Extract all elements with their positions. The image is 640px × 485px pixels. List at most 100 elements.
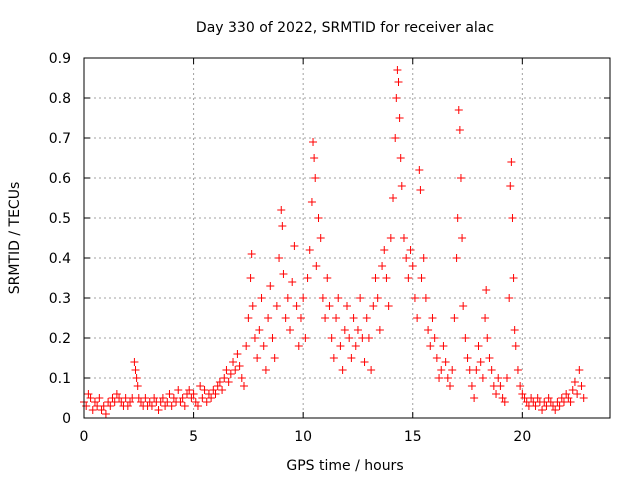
data-point [220, 374, 229, 382]
data-point [502, 374, 511, 382]
y-tick-label: 0.1 [49, 371, 71, 387]
data-point [421, 294, 430, 302]
data-point [575, 366, 584, 374]
data-point [455, 126, 464, 134]
data-point [136, 398, 145, 406]
data-point [141, 394, 150, 402]
data-point [233, 350, 242, 358]
data-point [481, 314, 490, 322]
data-point [564, 394, 573, 402]
grid [84, 58, 610, 418]
data-point [278, 222, 287, 230]
data-point [101, 410, 110, 418]
data-point [226, 370, 235, 378]
data-point [382, 274, 391, 282]
y-tick-label: 0.7 [49, 131, 71, 147]
data-point [301, 334, 310, 342]
data-point [428, 314, 437, 322]
data-point [456, 174, 465, 182]
data-point [307, 198, 316, 206]
data-point [478, 374, 487, 382]
data-point [397, 182, 406, 190]
data-point [250, 334, 259, 342]
data-point [476, 358, 485, 366]
data-point [283, 294, 292, 302]
data-point [533, 394, 542, 402]
data-point [419, 254, 428, 262]
data-point [196, 382, 205, 390]
data-point [351, 342, 360, 350]
data-point [316, 234, 325, 242]
data-point [325, 302, 334, 310]
data-point [130, 358, 139, 366]
data-point [360, 358, 369, 366]
data-point [391, 134, 400, 142]
data-point [207, 394, 216, 402]
data-point [579, 394, 588, 402]
data-point [406, 246, 415, 254]
data-point [174, 386, 183, 394]
data-point [568, 386, 577, 394]
data-point [435, 374, 444, 382]
data-point [97, 406, 106, 414]
data-point [303, 274, 312, 282]
data-point [492, 390, 501, 398]
data-point [345, 334, 354, 342]
x-axis-label: GPS time / hours [286, 458, 403, 474]
data-point [123, 402, 132, 410]
y-tick-label: 0.6 [49, 171, 71, 187]
data-point [396, 154, 405, 162]
data-point [270, 354, 279, 362]
data-point [158, 394, 167, 402]
data-point [176, 398, 185, 406]
data-point [472, 366, 481, 374]
data-point [198, 394, 207, 402]
data-point [150, 394, 159, 402]
data-point [415, 166, 424, 174]
data-point [364, 334, 373, 342]
data-point [416, 186, 425, 194]
data-point [309, 138, 318, 146]
data-point [112, 390, 121, 398]
data-point [255, 326, 264, 334]
data-point [248, 302, 257, 310]
chart-title: Day 330 of 2022, SRMTID for receiver ala… [196, 20, 494, 36]
data-point [426, 342, 435, 350]
data-point [441, 358, 450, 366]
data-point [290, 242, 299, 250]
x-tick-label: 0 [80, 429, 89, 445]
data-point [180, 402, 189, 410]
data-point [573, 390, 582, 398]
data-point [395, 114, 404, 122]
data-point [106, 402, 115, 410]
data-point [237, 374, 246, 382]
data-point [566, 398, 575, 406]
data-point [268, 334, 277, 342]
data-point [222, 366, 231, 374]
data-point [510, 326, 519, 334]
x-tick-label: 15 [404, 429, 422, 445]
data-point [482, 286, 491, 294]
data-point [277, 206, 286, 214]
data-point [312, 262, 321, 270]
data-point [562, 390, 571, 398]
data-point [394, 78, 403, 86]
data-point [340, 326, 349, 334]
data-point [327, 334, 336, 342]
data-point [187, 394, 196, 402]
data-point [154, 406, 163, 414]
data-point [369, 302, 378, 310]
data-point [229, 358, 238, 366]
data-point [299, 294, 308, 302]
data-point [551, 406, 560, 414]
data-point [288, 278, 297, 286]
data-point [555, 402, 564, 410]
data-point [384, 302, 393, 310]
y-tick-label: 0.5 [49, 211, 71, 227]
data-point [165, 390, 174, 398]
data-point [424, 326, 433, 334]
data-point [380, 246, 389, 254]
data-point [452, 254, 461, 262]
data-point [117, 398, 126, 406]
